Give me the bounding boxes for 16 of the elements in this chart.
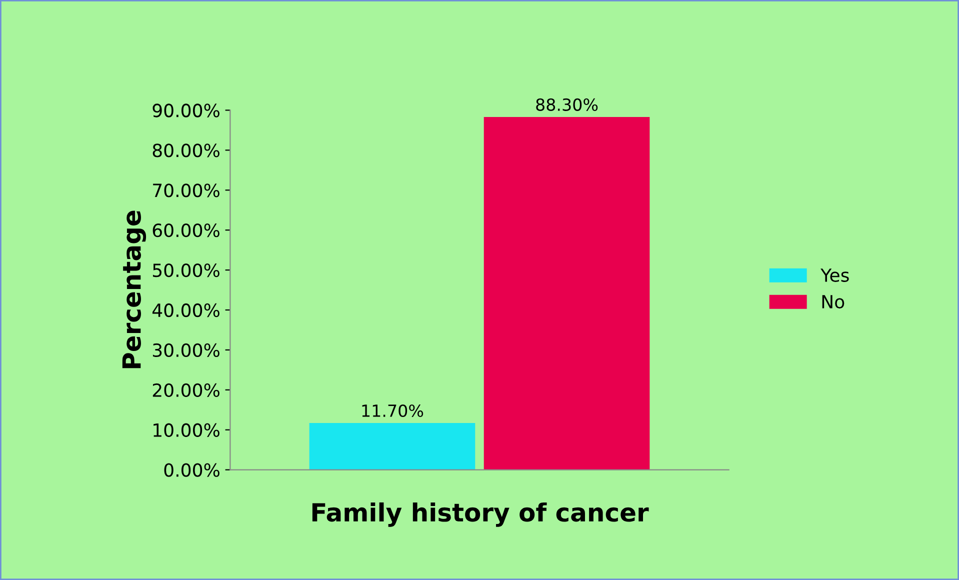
legend-label: Yes [820, 268, 849, 282]
y-tick-label: 70.00% [153, 184, 220, 198]
y-tick-label: 60.00% [152, 224, 220, 238]
y-tick-label: 10.00% [154, 423, 220, 437]
y-tick-label: 30.00% [152, 343, 220, 358]
data-label: 88.30% [536, 98, 598, 111]
legend-label: No [822, 295, 844, 308]
y-tick-label: 50.00% [152, 263, 220, 278]
data-label: 11.70% [362, 404, 424, 418]
y-axis-title: Percentage [122, 210, 146, 368]
y-tick-label: 20.00% [152, 383, 220, 398]
y-tick-label: 40.00% [152, 303, 220, 318]
y-tick-label: 0.00% [164, 463, 220, 477]
y-tick-label: 90.00% [152, 104, 220, 118]
x-axis-title: Family history of cancer [312, 502, 649, 527]
y-tick-label: 80.00% [152, 144, 220, 158]
